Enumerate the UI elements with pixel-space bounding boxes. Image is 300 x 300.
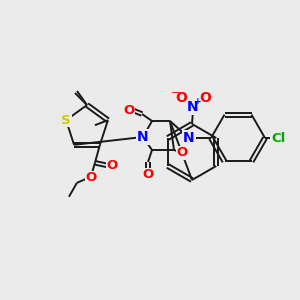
Text: O: O bbox=[85, 171, 97, 184]
Text: O: O bbox=[142, 169, 154, 182]
Text: O: O bbox=[123, 103, 135, 116]
Text: Cl: Cl bbox=[271, 131, 285, 145]
Text: O: O bbox=[176, 146, 188, 160]
Text: −: − bbox=[171, 88, 181, 98]
Text: N: N bbox=[187, 100, 199, 114]
Text: S: S bbox=[61, 114, 71, 127]
Text: N: N bbox=[137, 130, 149, 144]
Text: O: O bbox=[106, 159, 118, 172]
Text: O: O bbox=[175, 91, 187, 105]
Text: +: + bbox=[194, 98, 202, 106]
Text: N: N bbox=[183, 131, 195, 145]
Text: O: O bbox=[199, 91, 211, 105]
